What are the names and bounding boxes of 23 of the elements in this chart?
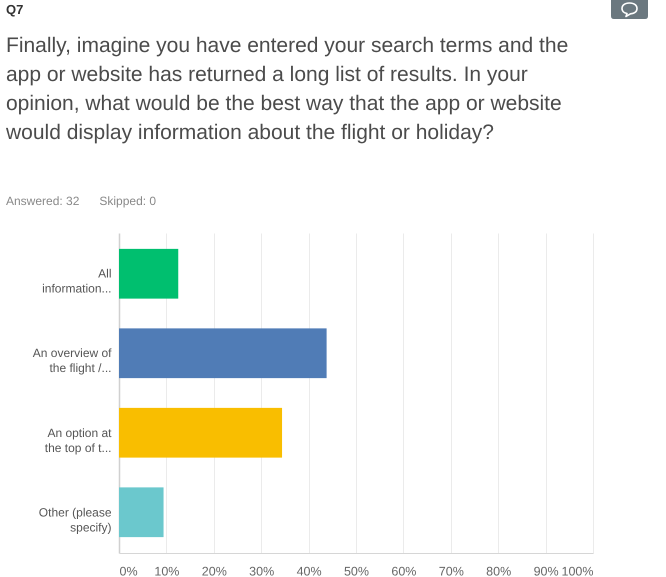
x-tick-label: 80% [486, 564, 512, 577]
x-tick-label: 90% [534, 564, 559, 577]
text: Answered: 32 [6, 194, 80, 208]
text: Skipped: 0 [99, 194, 156, 208]
bar [119, 408, 282, 458]
y-tick-label: All information... [42, 266, 112, 296]
y-tick-label: An overview of the flight /... [32, 346, 112, 376]
x-tick-label: 50% [344, 564, 370, 577]
x-tick-label: 30% [249, 564, 274, 577]
y-tick-label: Other (please specify) [38, 505, 112, 534]
x-tick-label: 20% [202, 564, 227, 577]
x-tick-label: 40% [296, 564, 322, 577]
x-tick-label: 70% [438, 564, 464, 577]
bar [119, 487, 164, 538]
chart-title: Finally, imagine you have entered your search terms and the app or website has returned a long list of results. In your opinion, what would be the best way that the app or website would display information about the flight or holiday? [6, 33, 570, 146]
x-tick-label: 100% [562, 564, 594, 577]
text: Q7 [6, 2, 24, 17]
bar [119, 328, 327, 378]
x-tick-label: 0% [120, 564, 138, 577]
x-tick-label: 60% [391, 564, 416, 577]
bar [119, 248, 178, 299]
y-tick-label: An option at the top of t... [44, 426, 112, 455]
x-tick-label: 10% [154, 564, 180, 577]
